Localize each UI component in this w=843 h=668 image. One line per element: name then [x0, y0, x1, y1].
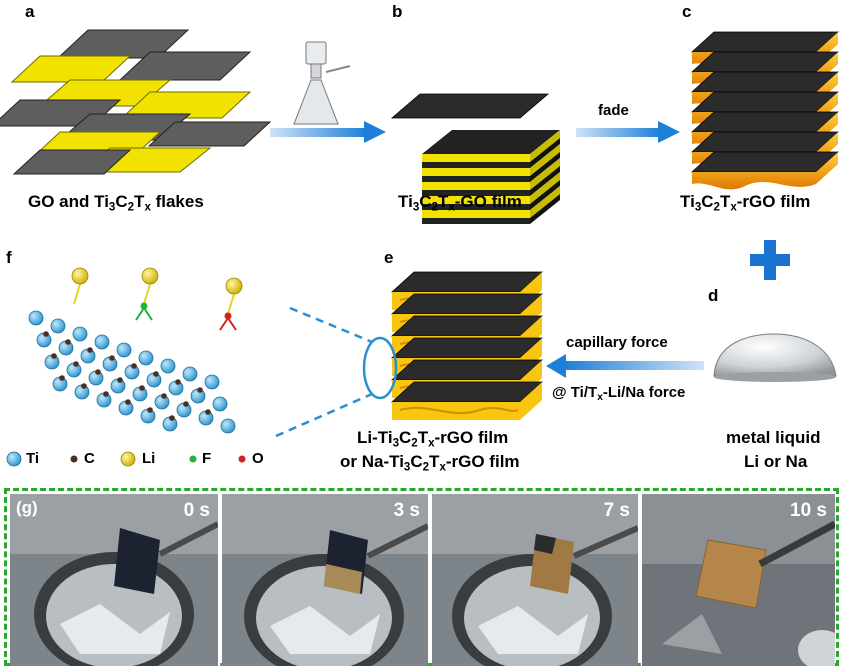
c-atom	[81, 383, 87, 389]
caption-d-line2: Li or Na	[744, 452, 807, 472]
c-atom	[87, 347, 93, 353]
ti-atom	[95, 335, 109, 349]
terminal-bond	[136, 308, 144, 320]
caption-e-line1: Li-Ti3C2Tx-rGO film	[357, 428, 508, 448]
caption-b: Ti3C2Tx-GO film	[398, 192, 522, 212]
panel-d-label: d	[708, 286, 718, 306]
c-atom	[169, 415, 175, 421]
legend-f: F	[202, 450, 211, 467]
arrow-fade-label: fade	[598, 102, 629, 119]
c-atom	[161, 393, 167, 399]
caption-c: Ti3C2Tx-rGO film	[680, 192, 810, 212]
arrow-interaction-label: @ Ti/Tx-Li/Na force	[552, 384, 685, 401]
ti-atom	[73, 327, 87, 341]
c-atom	[95, 369, 101, 375]
ti-atom	[161, 359, 175, 373]
terminal-bond	[228, 318, 236, 330]
c-atom	[125, 399, 131, 405]
c-atom	[117, 377, 123, 383]
c-atom	[183, 401, 189, 407]
panel-c-rgo-stack	[692, 32, 838, 189]
terminal-bond	[220, 318, 228, 330]
panel-b-film-layers	[392, 94, 548, 118]
li-bond	[228, 294, 234, 314]
photo-7s: 7 s	[432, 494, 638, 666]
panel-a-flakes	[0, 30, 270, 174]
panel-f-atomic-model	[29, 268, 242, 433]
ti-atom	[183, 367, 197, 381]
legend-ti: Ti	[26, 450, 39, 467]
plus-icon	[750, 240, 790, 280]
photo-7s-time: 7 s	[604, 500, 630, 522]
caption-a: GO and Ti3C2Tx flakes	[28, 192, 204, 212]
ti-atom	[213, 397, 227, 411]
panel-e-label: e	[384, 248, 393, 268]
li-atom	[226, 278, 242, 294]
c-atom	[51, 353, 57, 359]
arrow-fade	[576, 121, 680, 143]
panel-b-label: b	[392, 2, 402, 22]
legend-li: Li	[142, 450, 155, 467]
filtration-flask-icon	[294, 42, 350, 124]
legend-c: C	[84, 450, 95, 467]
c-atom	[147, 407, 153, 413]
photo-3s-time: 3 s	[394, 500, 420, 522]
photo-0s: 0 s (g)	[10, 494, 218, 666]
c-atom	[175, 379, 181, 385]
terminal-bond	[144, 308, 152, 320]
ti-atom	[139, 351, 153, 365]
c-atom	[103, 391, 109, 397]
panel-f-label: f	[6, 248, 12, 268]
photo-0s-time: 0 s	[184, 500, 210, 522]
ti-atom	[221, 419, 235, 433]
c-atom	[73, 361, 79, 367]
c-atom	[131, 363, 137, 369]
photo-3s: 3 s	[222, 494, 428, 666]
c-atom	[205, 409, 211, 415]
panel-g-label: (g)	[16, 498, 38, 518]
panel-d-metal-droplet	[714, 334, 836, 382]
photo-10s: 10 s	[642, 494, 835, 666]
zoom-lines	[276, 308, 372, 436]
li-atom	[72, 268, 88, 284]
c-atom	[197, 387, 203, 393]
c-atom	[109, 355, 115, 361]
photo-10s-time: 10 s	[790, 500, 827, 522]
caption-d-line1: metal liquid	[726, 428, 820, 448]
c-atom	[59, 375, 65, 381]
caption-e-line2: or Na-Ti3C2Tx-rGO film	[340, 452, 520, 472]
c-atom	[65, 339, 71, 345]
li-atom	[142, 268, 158, 284]
c-atom	[43, 331, 49, 337]
schematic-drawing	[0, 0, 843, 490]
arrow-capillary-label: capillary force	[566, 334, 668, 351]
panel-e-infiltrated-stack	[364, 272, 542, 420]
c-atom	[139, 385, 145, 391]
panel-c-label: c	[682, 2, 691, 22]
c-atom	[153, 371, 159, 377]
ti-atom	[117, 343, 131, 357]
ti-atom	[29, 311, 43, 325]
li-bond	[74, 284, 80, 304]
li-bond	[144, 284, 150, 304]
ti-atom	[51, 319, 65, 333]
legend-o: O	[252, 450, 264, 467]
panel-a-label: a	[25, 2, 34, 22]
arrow-capillary	[546, 354, 704, 378]
ti-atom	[205, 375, 219, 389]
